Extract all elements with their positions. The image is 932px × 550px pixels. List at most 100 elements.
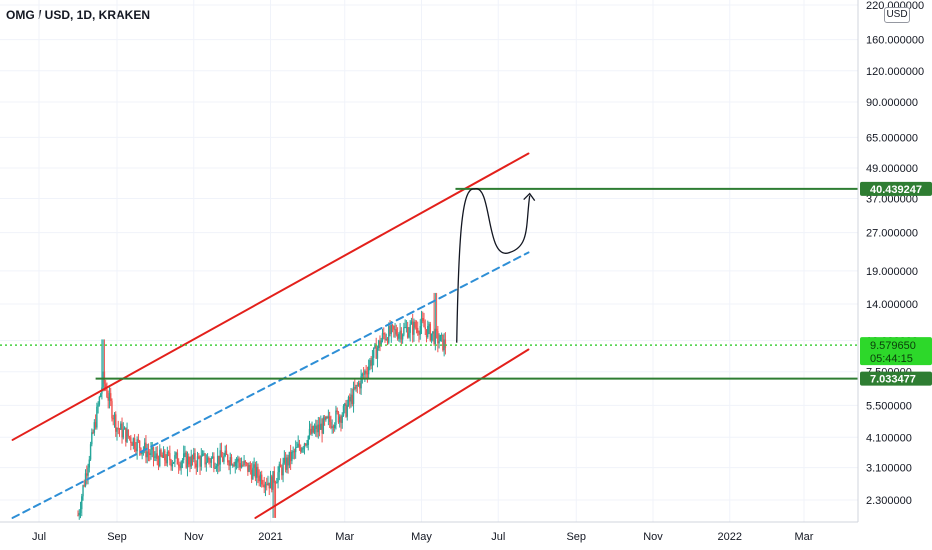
x-tick-label: Jul <box>491 531 505 543</box>
projection-path <box>456 188 531 343</box>
candle-body <box>444 339 447 348</box>
candle-body <box>257 466 259 477</box>
y-tick-label: 160.000000 <box>866 35 924 47</box>
candle-body <box>277 472 279 483</box>
candle-body <box>254 464 257 478</box>
candle-body <box>200 455 203 467</box>
candle-body <box>320 423 322 430</box>
candle-body <box>239 463 242 468</box>
candle-body <box>315 425 317 429</box>
candle-body <box>232 464 234 466</box>
candle-body <box>201 453 204 456</box>
candle-body <box>260 474 263 485</box>
candle-body <box>194 453 196 464</box>
candle-body <box>203 453 205 455</box>
chart-title: OMG / USD, 1D, KRAKEN <box>6 8 151 22</box>
candle-body <box>341 415 343 423</box>
candle-body <box>92 432 94 434</box>
candle-body <box>418 332 420 335</box>
price-label-current-badge <box>860 337 932 366</box>
y-tick-label: 14.000000 <box>866 299 918 311</box>
candle-body <box>103 371 106 384</box>
candle-body <box>410 321 413 325</box>
candle-body <box>175 452 177 456</box>
candle-body <box>150 449 152 455</box>
candle-body <box>137 439 140 441</box>
candle-body <box>188 456 190 465</box>
x-tick-label: Jul <box>32 531 46 543</box>
candle-body <box>355 384 357 389</box>
candle-body <box>252 467 254 480</box>
candle-body <box>249 465 252 470</box>
candle-body <box>184 452 186 454</box>
candle-body <box>375 344 377 359</box>
candle-body <box>419 326 421 335</box>
candle-body <box>351 394 353 404</box>
candle-body <box>117 428 119 430</box>
candle-body <box>131 443 133 446</box>
candle-body <box>238 458 240 464</box>
y-tick-label: 90.000000 <box>866 97 918 109</box>
candle-body <box>398 333 400 339</box>
candle-body <box>167 451 170 454</box>
candle-body <box>147 451 150 454</box>
candle-body <box>204 453 206 465</box>
candle-body <box>196 456 199 468</box>
price-label-level-low-badge <box>860 371 932 386</box>
candle-body <box>259 474 262 482</box>
candle-body <box>228 462 230 466</box>
y-tick-label: 37.000000 <box>866 193 918 205</box>
candle-body <box>293 451 296 453</box>
candle-body <box>121 423 123 438</box>
x-tick-label: Sep <box>107 531 127 543</box>
candle-body <box>318 424 321 430</box>
candle-body <box>235 461 238 463</box>
candle-body <box>179 466 181 469</box>
price-label-level-high: 40.439247 <box>870 184 922 196</box>
candle-body <box>440 334 443 336</box>
y-tick-label: 49.000000 <box>866 163 918 175</box>
candle-body <box>247 462 249 472</box>
candle-body <box>186 456 189 468</box>
candle-body <box>298 443 301 448</box>
candle-body <box>193 453 195 460</box>
candle-body <box>376 348 379 359</box>
candle-body <box>182 453 185 461</box>
candle-body <box>340 416 342 423</box>
candle-body <box>347 397 350 406</box>
candle-body <box>359 383 361 389</box>
candle-body <box>366 373 369 375</box>
candle-body <box>78 512 80 516</box>
candle-body <box>169 453 171 461</box>
candle-body <box>439 335 442 342</box>
candle-body <box>405 327 408 329</box>
candle-body <box>321 423 323 434</box>
candle-body <box>438 341 440 344</box>
candle-body <box>156 453 158 459</box>
candle-body <box>362 373 365 375</box>
candle-body <box>253 464 255 468</box>
candle-body <box>146 451 148 458</box>
candle-body <box>214 467 216 469</box>
candle-body <box>165 460 167 464</box>
currency-button[interactable]: USD <box>884 7 910 23</box>
x-tick-label: Mar <box>795 531 814 543</box>
candle-body <box>159 449 161 466</box>
candle-body <box>118 428 121 430</box>
candle-body <box>211 456 214 459</box>
candle-body <box>116 428 118 432</box>
candle-body <box>425 329 428 338</box>
candle-body <box>305 443 307 446</box>
projection-arrowhead <box>523 192 536 201</box>
candle-body <box>396 334 399 339</box>
channel-mid-line <box>11 251 530 519</box>
candle-body <box>157 458 160 466</box>
candle-body <box>154 456 156 458</box>
candle-body <box>84 473 87 486</box>
candle-body <box>379 340 381 347</box>
candle-body <box>391 325 394 327</box>
candle-body <box>271 476 273 490</box>
candle-body <box>191 455 194 460</box>
candle-body <box>250 469 253 480</box>
